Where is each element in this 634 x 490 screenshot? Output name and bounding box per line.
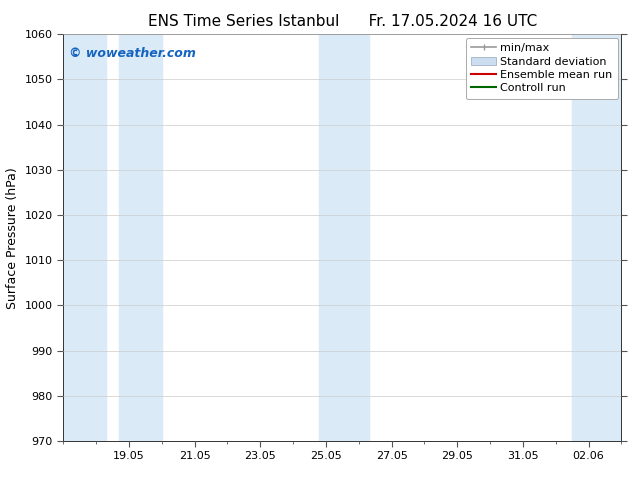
Legend: min/max, Standard deviation, Ensemble mean run, Controll run: min/max, Standard deviation, Ensemble me…: [466, 38, 618, 99]
Bar: [119, 34, 162, 441]
Bar: [320, 34, 368, 441]
Title: ENS Time Series Istanbul      Fr. 17.05.2024 16 UTC: ENS Time Series Istanbul Fr. 17.05.2024 …: [148, 14, 537, 29]
Bar: [572, 34, 621, 441]
Bar: [63, 34, 106, 441]
Text: © woweather.com: © woweather.com: [69, 47, 196, 59]
Y-axis label: Surface Pressure (hPa): Surface Pressure (hPa): [6, 167, 19, 309]
